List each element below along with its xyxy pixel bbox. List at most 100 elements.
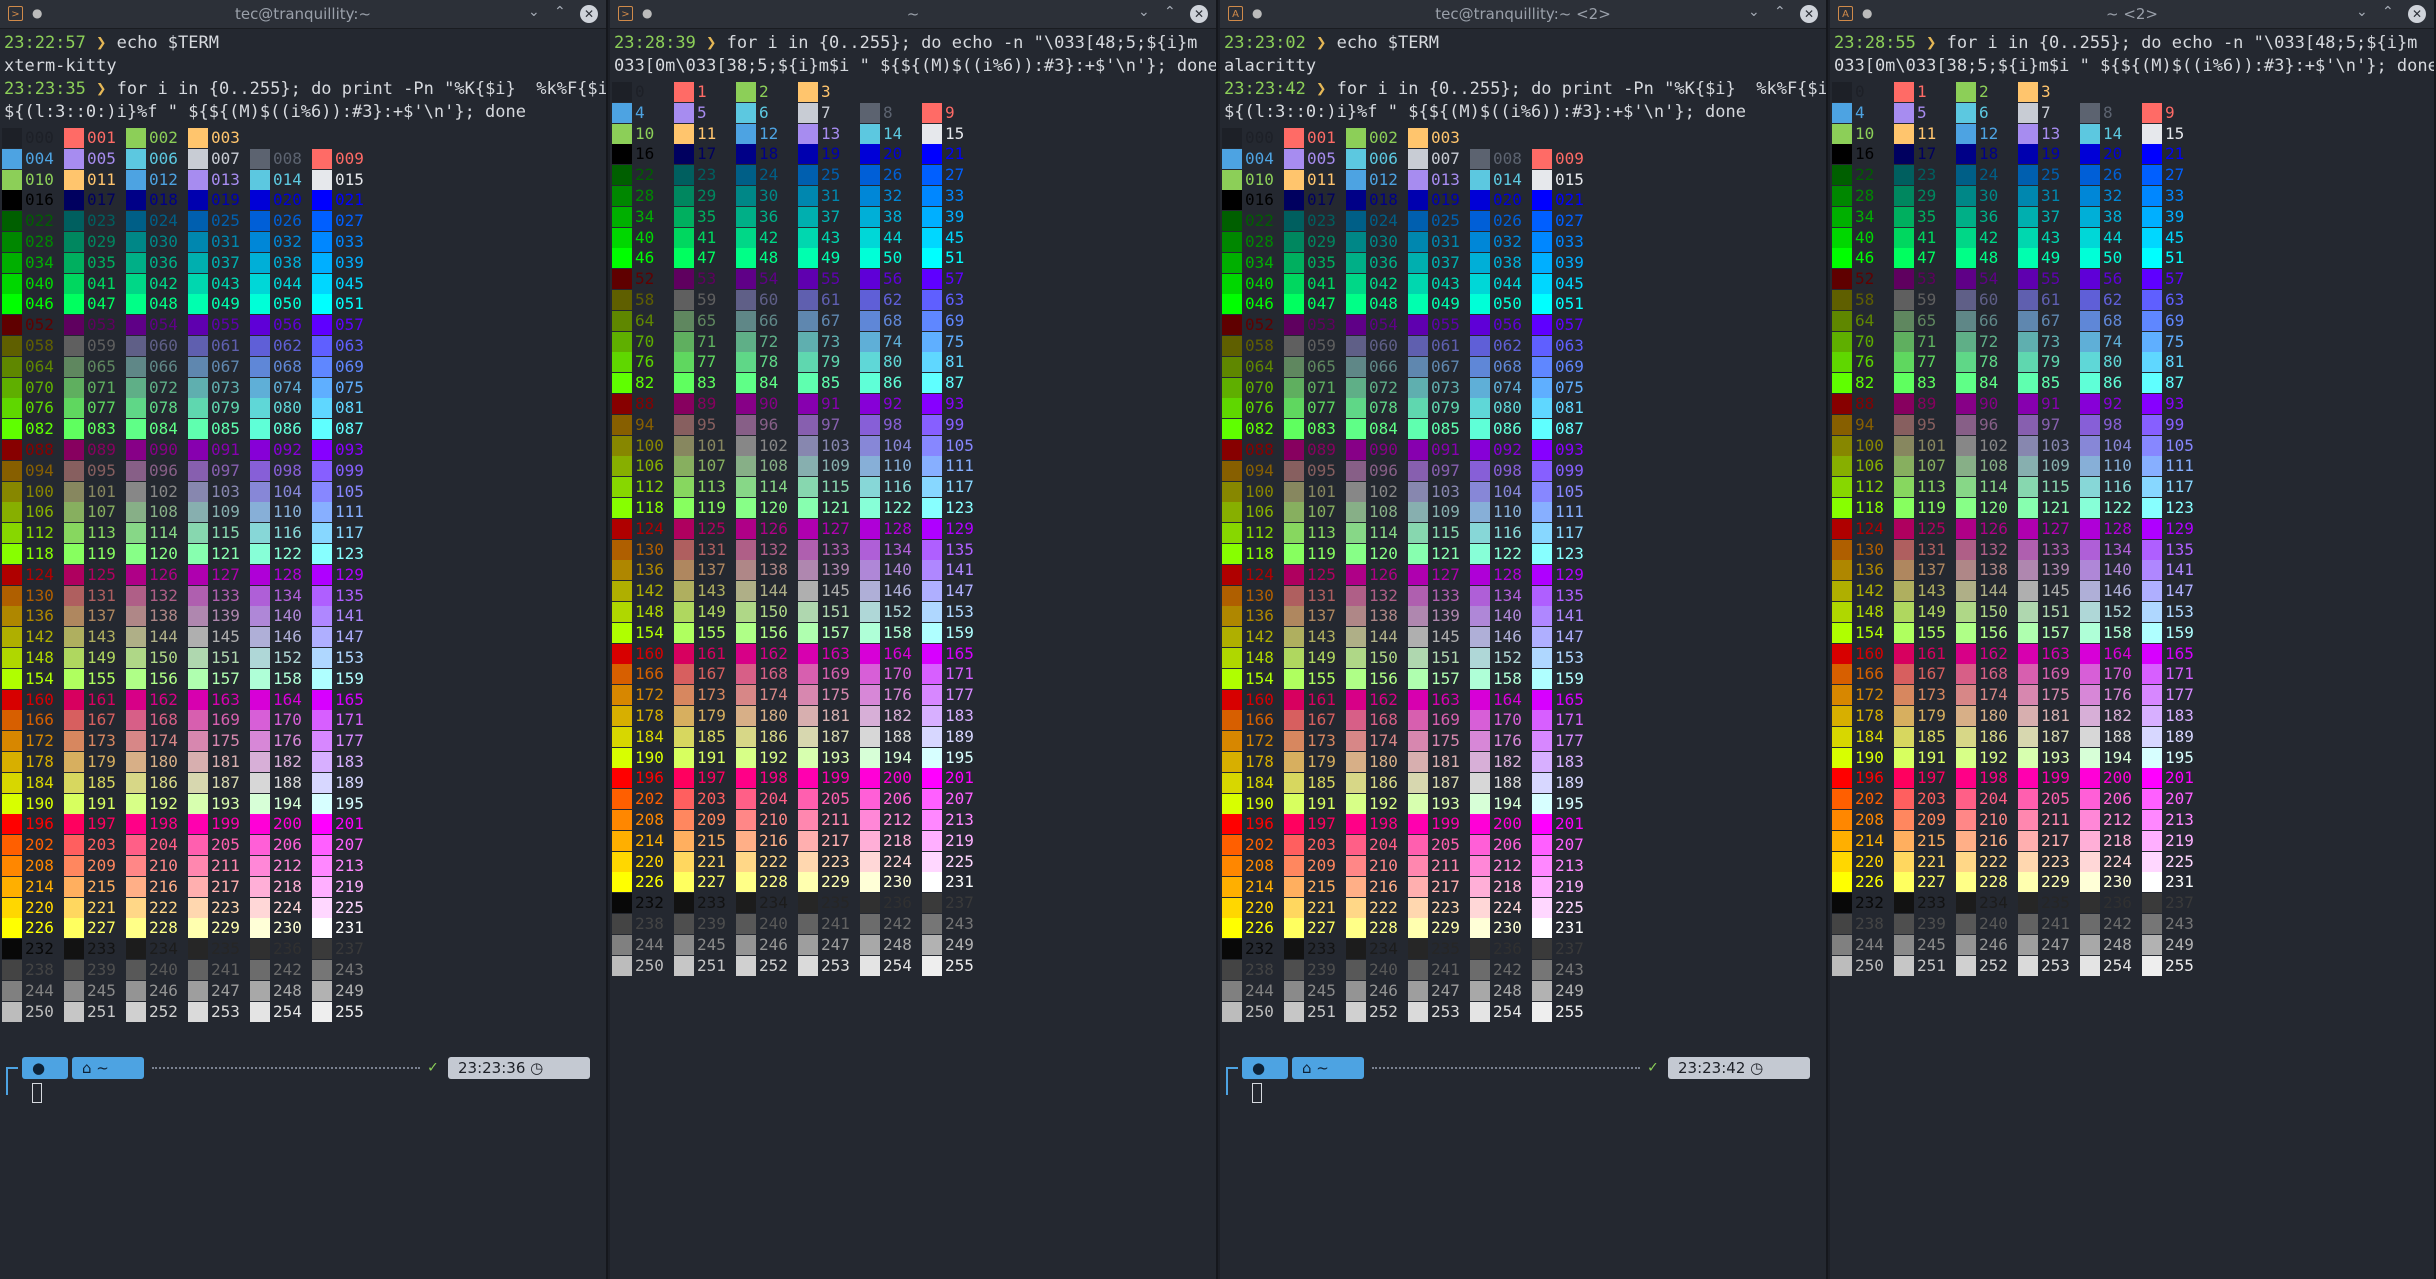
color-swatch: 168 (1346, 710, 1408, 731)
color-swatch: 147 (1532, 627, 1594, 648)
color-swatch: 78 (1956, 352, 2018, 373)
color-swatch: 235 (188, 939, 250, 960)
color-swatch: 037 (1408, 252, 1470, 273)
color-swatch: 159 (922, 622, 984, 643)
color-swatch: 141 (922, 560, 984, 581)
title-bar[interactable]: A ● tec@tranquillity:~ <2> ⌄ ⌃ ✕ (1220, 0, 1826, 29)
color-swatch: 135 (922, 539, 984, 560)
minimize-icon[interactable]: ⌄ (1138, 4, 1150, 20)
color-swatch: 157 (2018, 622, 2080, 643)
color-swatch: 102 (1956, 435, 2018, 456)
text-cursor (1252, 1083, 1262, 1104)
color-swatch: 229 (188, 918, 250, 939)
color-swatch: 091 (188, 440, 250, 460)
color-swatch: 015 (312, 169, 374, 190)
close-icon[interactable]: ✕ (1190, 5, 1208, 23)
minimize-icon[interactable]: ⌄ (1748, 4, 1760, 20)
color-swatch: 60 (1956, 290, 2018, 310)
color-swatch: 250 (2, 1001, 64, 1022)
close-icon[interactable]: ✕ (580, 5, 598, 23)
maximize-icon[interactable]: ⌃ (1164, 4, 1176, 20)
color-swatch: 111 (1532, 502, 1594, 523)
color-swatch: 104 (250, 481, 312, 502)
color-swatch: 9 (2142, 102, 2204, 123)
color-swatch: 120 (736, 498, 798, 518)
color-swatch: 39 (2142, 206, 2204, 227)
minimize-icon[interactable]: ⌄ (2356, 4, 2368, 20)
color-swatch: 181 (798, 706, 860, 726)
color-swatch: 24 (1956, 165, 2018, 186)
color-swatch: 127 (2018, 518, 2080, 539)
maximize-icon[interactable]: ⌃ (554, 4, 566, 20)
close-icon[interactable]: ✕ (2408, 5, 2426, 23)
maximize-icon[interactable]: ⌃ (2382, 4, 2394, 20)
color-swatch: 174 (736, 685, 798, 706)
clock-icon: ◷ (1745, 1059, 1764, 1078)
color-swatch: 177 (2142, 685, 2204, 706)
prompt-timestamp: 23:23:35 (4, 79, 86, 99)
color-swatch: 51 (922, 248, 984, 269)
window-menu-icon[interactable]: ● (1862, 6, 1873, 20)
window-menu-icon[interactable]: ● (1252, 6, 1263, 20)
color-swatch: 95 (1894, 414, 1956, 435)
color-swatch: 71 (1894, 331, 1956, 352)
close-icon[interactable]: ✕ (1800, 5, 1818, 23)
terminal-window-kitty-2[interactable]: > ● ~ ⌄ ⌃ ✕ 23:28:39 ❯ for i in {0..255}; do e… (610, 0, 1218, 1279)
command-text: for i in {0..255}; do echo -n "\033[48;5… (1946, 33, 2436, 53)
color-swatch: 158 (860, 622, 922, 643)
color-swatch: 250 (1222, 1001, 1284, 1022)
color-swatch: 69 (2142, 310, 2204, 331)
os-logo-icon: ● (22, 1057, 68, 1080)
color-swatch: 237 (2142, 893, 2204, 914)
color-swatch: 21 (922, 144, 984, 165)
maximize-icon[interactable]: ⌃ (1774, 4, 1786, 20)
color-swatch: 38 (2080, 206, 2142, 227)
prompt-filler (152, 1067, 420, 1070)
terminal-window-alacritty[interactable]: A ● tec@tranquillity:~ <2> ⌄ ⌃ ✕ 23:23:02 ❯ ec… (1220, 0, 1828, 1279)
color-swatch: 92 (2080, 394, 2142, 414)
command-text: for i in {0..255}; do print -Pn "%K{$i} … (1336, 79, 1828, 99)
color-swatch: 071 (64, 377, 126, 398)
title-bar[interactable]: > ● tec@tranquillity:~ ⌄ ⌃ ✕ (0, 0, 606, 29)
color-swatch: 052 (1222, 315, 1284, 336)
color-swatch: 049 (188, 294, 250, 315)
terminal-window-alacritty-2[interactable]: A ● ~ <2> ⌄ ⌃ ✕ 23:28:55 ❯ for i in {0..255}; … (1830, 0, 2436, 1279)
color-swatch: 192 (1956, 747, 2018, 768)
color-swatch: 122 (860, 498, 922, 518)
color-swatch: 121 (1408, 544, 1470, 564)
color-swatch: 025 (1408, 211, 1470, 232)
color-swatch: 242 (1470, 960, 1532, 980)
command-text: for i in {0..255}; do print -Pn "%K{$i} … (116, 79, 608, 99)
minimize-icon[interactable]: ⌄ (528, 4, 540, 20)
color-swatch: 207 (1532, 835, 1594, 856)
color-swatch: 131 (1284, 585, 1346, 606)
color-swatch: 140 (860, 560, 922, 581)
terminal-window-kitty[interactable]: > ● tec@tranquillity:~ ⌄ ⌃ ✕ 23:22:57 ❯ echo $… (0, 0, 608, 1279)
window-menu-icon[interactable]: ● (32, 6, 43, 20)
color-swatch: 141 (1532, 606, 1594, 627)
color-swatch: 000 (2, 128, 64, 148)
color-swatch: 084 (1346, 419, 1408, 440)
color-swatch: 237 (922, 893, 984, 914)
color-swatch: 003 (1408, 128, 1470, 148)
color-swatch: 182 (1470, 752, 1532, 772)
color-swatch: 252 (1346, 1001, 1408, 1022)
title-bar[interactable]: > ● ~ ⌄ ⌃ ✕ (610, 0, 1216, 29)
color-swatch: 166 (1222, 710, 1284, 731)
color-swatch: 097 (1408, 460, 1470, 481)
color-swatch: 231 (922, 872, 984, 893)
title-bar[interactable]: A ● ~ <2> ⌄ ⌃ ✕ (1830, 0, 2434, 29)
color-swatch: 111 (922, 456, 984, 477)
color-swatch: 028 (1222, 232, 1284, 252)
color-swatch: 65 (1894, 310, 1956, 331)
color-swatch: 186 (1346, 772, 1408, 793)
terminal-line: 23:23:42 ❯ for i in {0..255}; do print -… (1224, 78, 1826, 101)
color-swatch: 173 (674, 685, 736, 706)
color-swatch: 021 (312, 190, 374, 211)
color-swatch: 10 (612, 123, 674, 144)
color-swatch: 217 (188, 876, 250, 897)
color-swatch: 191 (1894, 747, 1956, 768)
color-swatch: 190 (2, 793, 64, 814)
window-menu-icon[interactable]: ● (642, 6, 653, 20)
color-swatch: 204 (736, 789, 798, 810)
